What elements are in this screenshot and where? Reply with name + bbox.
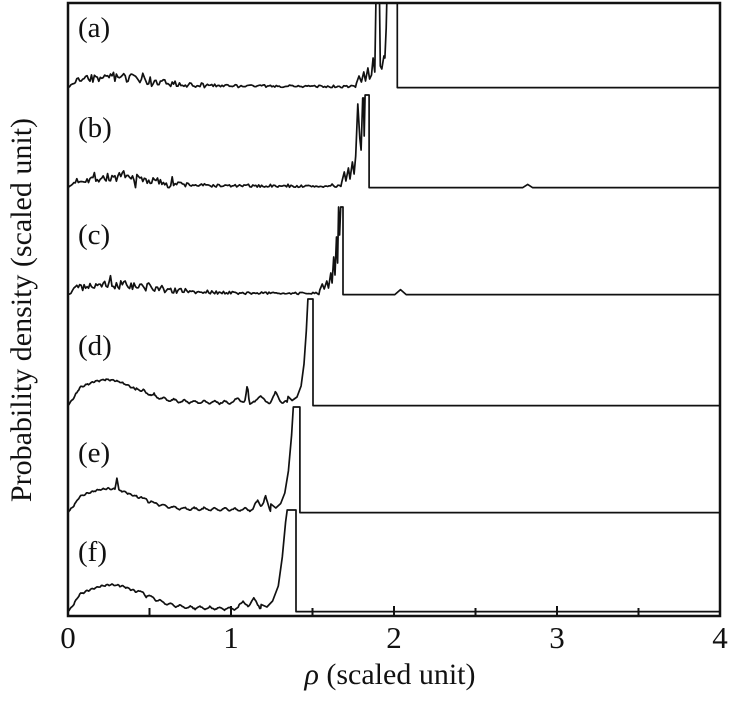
density-curve-b: [69, 94, 719, 189]
y-axis-label: Probability density (scaled unit): [5, 117, 38, 503]
x-axis-label: ρ (scaled unit): [190, 658, 590, 692]
panel-label-d: (d): [78, 330, 112, 362]
x-tick-label-1: 1: [223, 620, 239, 655]
x-axis-ticks: [148, 606, 640, 616]
panel-label-e: (e): [78, 437, 110, 469]
x-axis-symbol: ρ: [304, 658, 319, 691]
x-tick-label-2: 2: [386, 620, 402, 655]
panel-label-b: (b): [78, 112, 112, 144]
x-axis-label-rest: (scaled unit): [318, 658, 476, 691]
density-curve-f: [69, 509, 719, 613]
density-curve-a: [69, 4, 719, 89]
density-curve-c: [69, 206, 719, 296]
panel-label-f: (f): [78, 536, 107, 568]
panel-label-a: (a): [78, 12, 110, 44]
x-tick-label-3: 3: [549, 620, 565, 655]
plot-frame: [66, 1, 722, 618]
x-tick-label-4: 4: [712, 620, 728, 655]
x-tick-label-0: 0: [60, 620, 76, 655]
panel-label-c: (c): [78, 219, 110, 251]
density-curve-e: [69, 406, 719, 514]
curves-group: [69, 4, 719, 613]
density-curve-d: [69, 298, 719, 407]
